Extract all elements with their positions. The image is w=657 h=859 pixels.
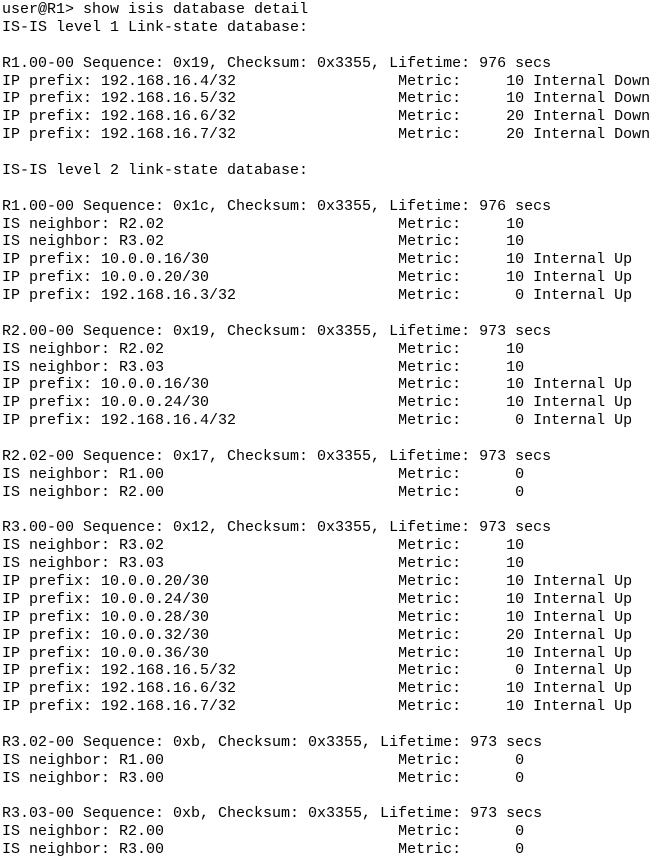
blank-line <box>2 430 657 448</box>
command-text: show isis database detail <box>83 1 309 18</box>
lsp-header: R2.02-00 Sequence: 0x17, Checksum: 0x335… <box>2 447 552 465</box>
lsp-row: IS neighbor: R1.00 Metric: 0 <box>2 465 525 483</box>
lsp-row: IP prefix: 192.168.16.4/32 Metric: 10 In… <box>2 72 651 90</box>
blank-line <box>2 502 657 520</box>
lsp-header: R1.00-00 Sequence: 0x19, Checksum: 0x335… <box>2 54 552 72</box>
blank-line <box>2 144 657 162</box>
lsp-row: IS neighbor: R2.00 Metric: 0 <box>2 823 525 841</box>
lsp-header: R3.02-00 Sequence: 0xb, Checksum: 0x3355… <box>2 733 543 751</box>
lsp-row: IS neighbor: R1.00 Metric: 0 <box>2 751 525 769</box>
lsp-row: IP prefix: 10.0.0.36/30 Metric: 10 Inter… <box>2 644 633 662</box>
lsp-row: IP prefix: 192.168.16.7/32 Metric: 10 In… <box>2 698 633 716</box>
lsp-header: R1.00-00 Sequence: 0x1c, Checksum: 0x335… <box>2 197 552 215</box>
lsp-header: R2.00-00 Sequence: 0x19, Checksum: 0x335… <box>2 322 552 340</box>
lsp-row: IS neighbor: R3.02 Metric: 10 <box>2 537 525 555</box>
lsp-row: IS neighbor: R3.02 Metric: 10 <box>2 233 525 251</box>
lsp-row: IP prefix: 10.0.0.16/30 Metric: 10 Inter… <box>2 251 633 269</box>
lsp-row: IP prefix: 10.0.0.20/30 Metric: 10 Inter… <box>2 269 633 287</box>
blank-line <box>2 180 657 198</box>
lsp-row: IP prefix: 10.0.0.20/30 Metric: 10 Inter… <box>2 573 633 590</box>
command-line: user@R1> show isis database detail <box>2 1 657 19</box>
lsp-row: IS neighbor: R3.03 Metric: 10 <box>2 358 525 376</box>
lsp-row: IS neighbor: R2.02 Metric: 10 <box>2 215 525 233</box>
lsp-header: R3.03-00 Sequence: 0xb, Checksum: 0x3355… <box>2 805 543 823</box>
lsp-row: IP prefix: 10.0.0.24/30 Metric: 10 Inter… <box>2 394 633 412</box>
lsp-row: IS neighbor: R2.00 Metric: 0 <box>2 483 525 501</box>
lsp-row: IS neighbor: R3.03 Metric: 10 <box>2 555 525 573</box>
blank-line <box>2 788 657 806</box>
lsp-row: IP prefix: 192.168.16.5/32 Metric: 0 Int… <box>2 662 633 680</box>
lsp-row: IP prefix: 192.168.16.7/32 Metric: 20 In… <box>2 126 651 144</box>
database-title: IS-IS level 2 link-state database: <box>2 161 309 179</box>
lsp-row: IP prefix: 192.168.16.6/32 Metric: 10 In… <box>2 680 633 698</box>
shell-prompt: user@R1> <box>2 1 75 18</box>
lsp-header: R3.00-00 Sequence: 0x12, Checksum: 0x335… <box>2 519 552 537</box>
lsp-row: IP prefix: 192.168.16.6/32 Metric: 20 In… <box>2 108 651 126</box>
lsp-row: IP prefix: 192.168.16.3/32 Metric: 0 Int… <box>2 287 633 304</box>
lsp-row: IS neighbor: R3.00 Metric: 0 <box>2 841 525 859</box>
lsp-row: IP prefix: 10.0.0.24/30 Metric: 10 Inter… <box>2 590 633 608</box>
lsp-row: IP prefix: 10.0.0.28/30 Metric: 10 Inter… <box>2 608 633 626</box>
database-title: IS-IS level 1 Link-state database: <box>2 18 309 36</box>
blank-line <box>2 37 657 55</box>
lsp-row: IP prefix: 10.0.0.32/30 Metric: 20 Inter… <box>2 626 633 644</box>
lsp-row: IS neighbor: R2.02 Metric: 10 <box>2 340 525 358</box>
lsp-row: IP prefix: 192.168.16.5/32 Metric: 10 In… <box>2 90 651 108</box>
lsp-row: IP prefix: 10.0.0.16/30 Metric: 10 Inter… <box>2 376 633 394</box>
blank-line <box>2 716 657 734</box>
lsp-row: IS neighbor: R3.00 Metric: 0 <box>2 769 525 787</box>
blank-line <box>2 305 657 323</box>
lsp-row: IP prefix: 192.168.16.4/32 Metric: 0 Int… <box>2 412 633 430</box>
